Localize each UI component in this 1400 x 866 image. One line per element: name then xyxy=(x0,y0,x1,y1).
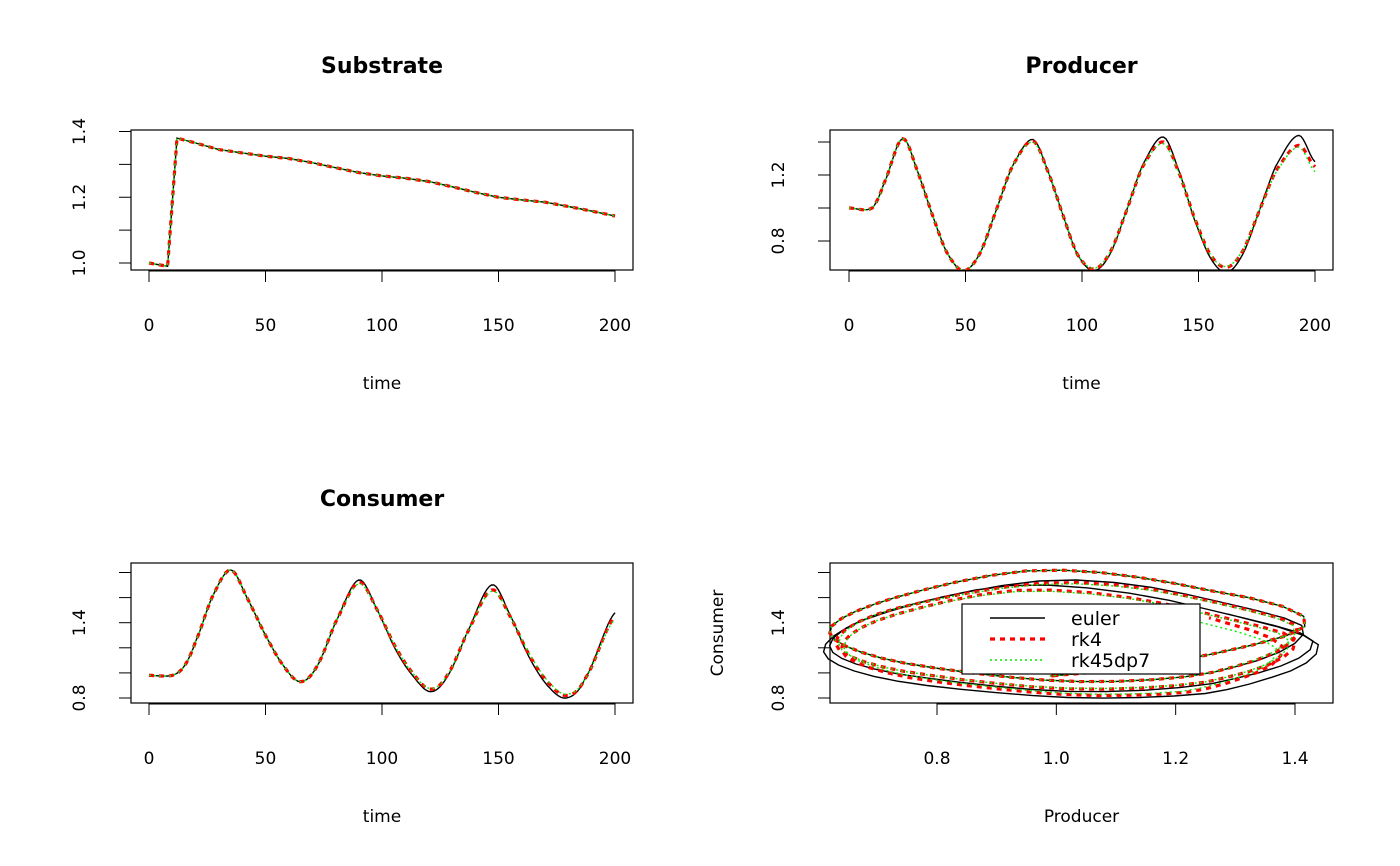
series-line-euler xyxy=(149,569,616,699)
x-tick-label: 1.0 xyxy=(1043,749,1070,769)
panel-substrate: Substrate time 0 50 100 150 200 1.0 1.2 1.4 xyxy=(70,54,634,394)
phase-line-rk4 xyxy=(828,568,1307,698)
chart-title: Substrate xyxy=(321,54,443,79)
series-line-rk4 xyxy=(148,136,616,269)
x-axis-label: time xyxy=(1062,374,1100,394)
y-axis-label: Consumer xyxy=(708,590,728,677)
legend-label-euler: euler xyxy=(1071,608,1120,630)
legend-label-rk4: rk4 xyxy=(1071,629,1102,651)
y-tick-label: 1.2 xyxy=(70,184,90,211)
x-tick-label: 150 xyxy=(482,316,514,336)
plot-frame xyxy=(130,129,634,271)
plot-frame xyxy=(829,129,1334,271)
x-tick-label: 100 xyxy=(366,316,398,336)
x-axis-label: time xyxy=(363,807,401,827)
series-line-rk4 xyxy=(149,568,617,698)
x-tick-label: 100 xyxy=(366,749,398,769)
y-tick-label: 1.4 xyxy=(70,118,90,145)
x-tick-label: 1.2 xyxy=(1162,749,1189,769)
x-tick-label: 150 xyxy=(1182,316,1214,336)
x-tick-label: 200 xyxy=(599,316,631,336)
x-axis-label: time xyxy=(363,374,401,394)
x-tick-label: 0 xyxy=(144,316,155,336)
y-tick-label: 1.2 xyxy=(769,161,789,188)
chart-title: Consumer xyxy=(320,487,445,512)
x-tick-label: 50 xyxy=(955,316,977,336)
panel-producer: Producer time 0 50 100 150 200 0.8 1.2 xyxy=(769,54,1334,394)
x-tick-label: 100 xyxy=(1066,316,1098,336)
x-tick-label: 0.8 xyxy=(923,749,950,769)
y-tick-label: 1.0 xyxy=(70,249,90,276)
y-tick-label: 0.8 xyxy=(70,684,90,711)
series-line-euler xyxy=(848,134,1316,270)
panel-consumer: Consumer time 0 50 100 150 200 0.8 1.4 xyxy=(70,487,634,827)
legend-label-rk45dp7: rk45dp7 xyxy=(1071,650,1150,672)
plot-frame xyxy=(130,562,634,704)
chart-title: Producer xyxy=(1025,54,1137,79)
y-tick-label: 0.8 xyxy=(769,227,789,254)
x-tick-label: 0 xyxy=(844,316,855,336)
x-tick-label: 0 xyxy=(144,749,155,769)
series-line-rk45dp7 xyxy=(148,137,616,268)
y-tick-label: 0.8 xyxy=(769,684,789,711)
x-tick-label: 50 xyxy=(255,316,277,336)
x-tick-label: 1.4 xyxy=(1281,749,1308,769)
x-tick-label: 150 xyxy=(482,749,514,769)
x-axis-label: Producer xyxy=(1044,807,1119,827)
y-tick-label: 1.4 xyxy=(769,609,789,636)
x-tick-label: 200 xyxy=(599,749,631,769)
series-line-rk45dp7 xyxy=(149,569,616,695)
x-tick-label: 50 xyxy=(255,749,277,769)
x-tick-label: 200 xyxy=(1299,316,1331,336)
y-tick-label: 1.4 xyxy=(70,609,90,636)
